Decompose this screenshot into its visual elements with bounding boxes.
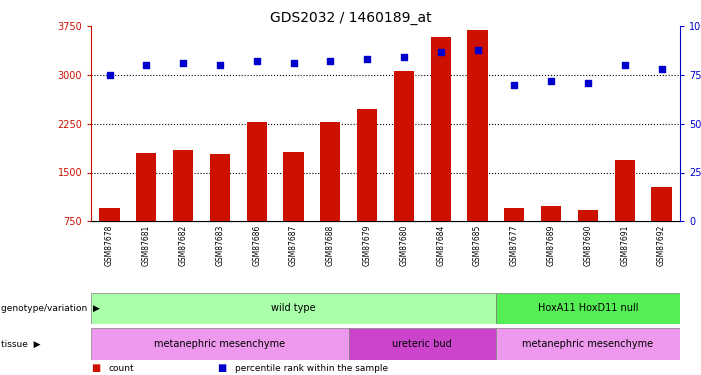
Text: genotype/variation  ▶: genotype/variation ▶ — [1, 304, 100, 313]
Point — [509, 82, 520, 88]
Point — [141, 62, 152, 68]
Bar — [357, 109, 377, 221]
Bar — [283, 152, 304, 221]
Point — [583, 80, 594, 86]
Bar — [504, 208, 524, 221]
Text: tissue  ▶: tissue ▶ — [1, 340, 40, 349]
Text: ■: ■ — [91, 363, 100, 373]
Text: GSM87680: GSM87680 — [400, 225, 409, 266]
Text: GSM87686: GSM87686 — [252, 225, 261, 266]
Bar — [615, 159, 635, 221]
Point — [472, 46, 483, 53]
Text: GSM87681: GSM87681 — [142, 225, 151, 266]
Text: GSM87683: GSM87683 — [215, 225, 224, 266]
Point — [104, 72, 115, 78]
Bar — [651, 187, 672, 221]
Text: GSM87687: GSM87687 — [289, 225, 298, 266]
Text: GSM87688: GSM87688 — [326, 225, 335, 266]
Point — [398, 54, 409, 60]
Text: GSM87692: GSM87692 — [657, 225, 666, 266]
Bar — [496, 292, 680, 324]
Text: GSM87684: GSM87684 — [436, 225, 445, 266]
Text: ureteric bud: ureteric bud — [393, 339, 452, 349]
Point — [215, 62, 226, 68]
Bar — [394, 71, 414, 221]
Bar — [91, 292, 496, 324]
Bar — [247, 122, 267, 221]
Text: HoxA11 HoxD11 null: HoxA11 HoxD11 null — [538, 303, 638, 313]
Bar — [91, 328, 349, 360]
Text: GSM87682: GSM87682 — [179, 225, 188, 266]
Point — [619, 62, 630, 68]
Text: count: count — [109, 364, 135, 373]
Point — [362, 56, 373, 62]
Point — [288, 60, 299, 66]
Point — [177, 60, 189, 66]
Text: ■: ■ — [217, 363, 226, 373]
Bar — [541, 206, 562, 221]
Bar — [136, 153, 156, 221]
Bar — [100, 208, 120, 221]
Text: GSM87678: GSM87678 — [105, 225, 114, 266]
Point — [656, 66, 667, 72]
Text: GSM87689: GSM87689 — [547, 225, 556, 266]
Bar — [496, 328, 680, 360]
Point — [435, 49, 447, 55]
Text: percentile rank within the sample: percentile rank within the sample — [235, 364, 388, 373]
Bar — [468, 30, 488, 221]
Text: metanephric mesenchyme: metanephric mesenchyme — [154, 339, 285, 349]
Text: GSM87677: GSM87677 — [510, 225, 519, 266]
Point — [251, 58, 262, 64]
Bar — [430, 37, 451, 221]
Bar — [210, 154, 230, 221]
Point — [545, 78, 557, 84]
Text: metanephric mesenchyme: metanephric mesenchyme — [522, 339, 653, 349]
Text: GSM87679: GSM87679 — [362, 225, 372, 266]
Text: wild type: wild type — [271, 303, 316, 313]
Text: GDS2032 / 1460189_at: GDS2032 / 1460189_at — [270, 11, 431, 25]
Text: GSM87691: GSM87691 — [620, 225, 629, 266]
Point — [325, 58, 336, 64]
Bar — [349, 328, 496, 360]
Bar — [320, 122, 341, 221]
Text: GSM87690: GSM87690 — [583, 225, 592, 266]
Bar — [173, 150, 193, 221]
Bar — [578, 210, 598, 221]
Text: GSM87685: GSM87685 — [473, 225, 482, 266]
